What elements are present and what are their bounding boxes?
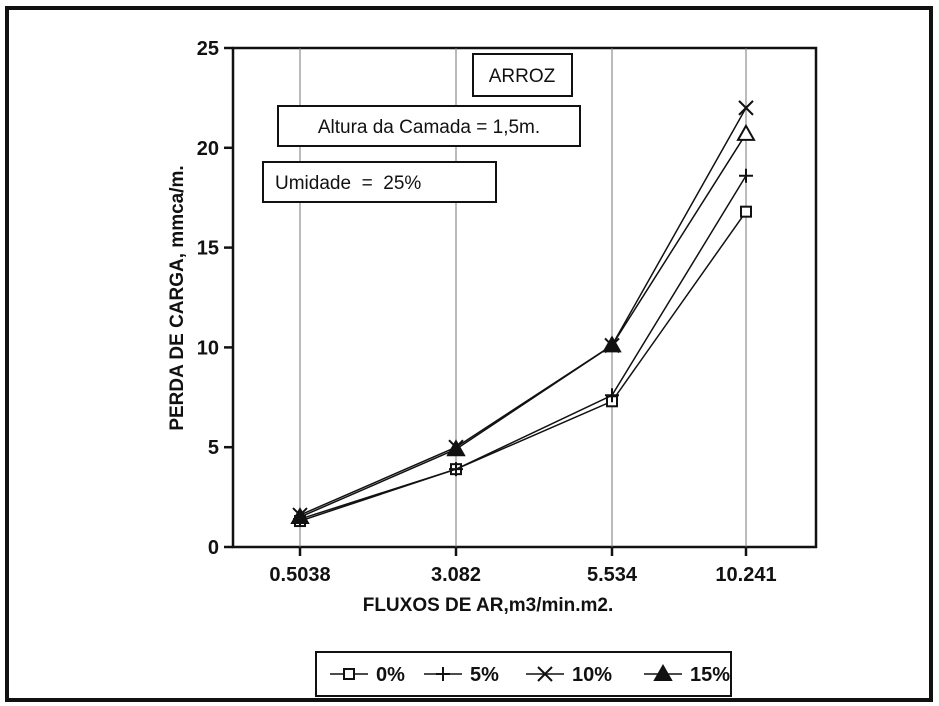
series-0-point-3 bbox=[740, 205, 752, 218]
y-tick-label-5: 25 bbox=[197, 38, 219, 60]
data-series bbox=[290, 100, 756, 528]
series-3-point-0 bbox=[290, 507, 310, 525]
series-3-point-1 bbox=[446, 439, 466, 457]
outer-frame bbox=[5, 6, 933, 702]
legend-label-1: 5% bbox=[470, 664, 499, 686]
annotation-bed-height-text: Altura da Camada = 1,5m. bbox=[318, 117, 540, 138]
y-tick-label-0: 0 bbox=[208, 537, 219, 559]
annotation-moisture-text: Umidade = 25% bbox=[275, 173, 421, 194]
legend-marker-2 bbox=[537, 666, 553, 682]
legend-label-0: 0% bbox=[376, 664, 405, 686]
series-line-0 bbox=[299, 211, 747, 522]
legend: 0% 5% 10% 15% bbox=[330, 663, 730, 686]
annotation-bed-height: Altura da Camada = 1,5m. bbox=[277, 105, 581, 147]
legend-item-3: 15% bbox=[644, 663, 730, 686]
series-1-point-2 bbox=[605, 388, 619, 403]
series-2-point-3 bbox=[738, 100, 754, 116]
x-tick-label-0: 0.5038 bbox=[269, 564, 330, 586]
series-1-point-3 bbox=[739, 168, 753, 183]
legend-label-2: 10% bbox=[572, 664, 612, 686]
annotation-crop: ARROZ bbox=[472, 53, 573, 97]
series-3 bbox=[290, 123, 756, 525]
plot-area bbox=[231, 46, 818, 549]
series-3-point-3 bbox=[736, 123, 756, 141]
x-axis-title: FLUXOS DE AR,m3/min.m2. bbox=[363, 595, 614, 616]
annotation-crop-text: ARROZ bbox=[489, 66, 556, 87]
y-axis: 0 5 10 15 20 25 bbox=[197, 38, 233, 559]
x-tick-label-2: 5.534 bbox=[587, 564, 638, 586]
legend-item-2: 10% bbox=[526, 664, 612, 686]
legend-marker-0 bbox=[343, 668, 355, 680]
series-3-point-2 bbox=[602, 335, 622, 353]
series-1-point-1 bbox=[449, 462, 463, 477]
x-tick-label-1: 3.082 bbox=[431, 564, 481, 586]
series-line-2 bbox=[299, 107, 747, 516]
series-line-1 bbox=[299, 175, 747, 520]
legend-item-0: 0% bbox=[330, 664, 405, 686]
series-0 bbox=[294, 205, 752, 528]
legend-item-1: 5% bbox=[424, 664, 499, 686]
x-tick-label-3: 10.241 bbox=[715, 564, 776, 586]
legend-marker-3 bbox=[653, 663, 673, 681]
series-line-3 bbox=[299, 133, 747, 518]
series-1 bbox=[293, 168, 753, 527]
x-axis: 0.5038 3.082 5.534 10.241 bbox=[269, 547, 777, 586]
legend-marker-1 bbox=[436, 667, 450, 681]
legend-label-3: 15% bbox=[690, 664, 730, 686]
y-axis-title: PERDA DE CARGA, mmca/m. bbox=[167, 165, 188, 430]
y-tick-label-3: 15 bbox=[197, 238, 219, 260]
annotation-moisture: Umidade = 25% bbox=[262, 161, 497, 203]
y-tick-label-1: 5 bbox=[208, 437, 219, 459]
y-tick-label-2: 10 bbox=[197, 337, 219, 359]
y-tick-label-4: 20 bbox=[197, 138, 219, 160]
